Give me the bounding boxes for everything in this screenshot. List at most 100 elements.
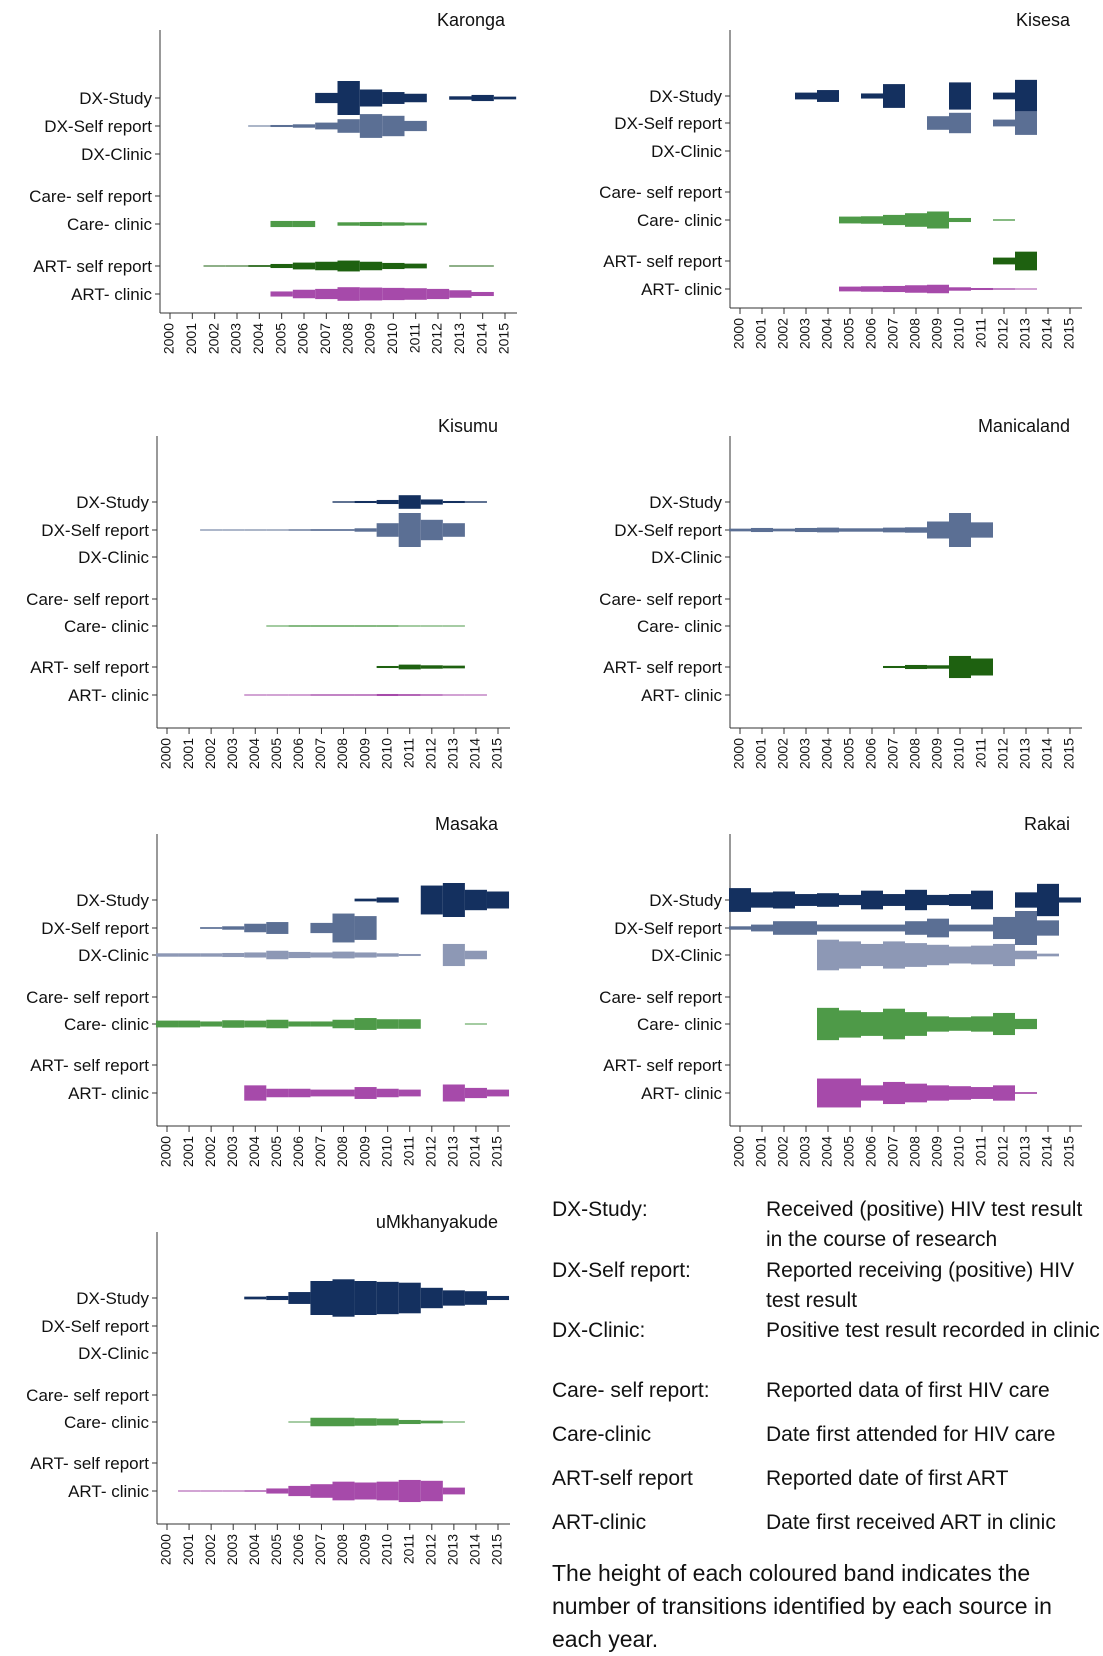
band-segment bbox=[971, 287, 993, 291]
band-segment bbox=[971, 890, 993, 910]
band-segment bbox=[270, 263, 293, 269]
y-tick-label: ART- self report bbox=[603, 658, 722, 677]
band-segment bbox=[905, 889, 927, 911]
band-segment bbox=[861, 93, 883, 99]
y-tick-label: DX-Self report bbox=[614, 521, 722, 540]
band-segment bbox=[905, 664, 927, 670]
y-tick-label: DX-Study bbox=[649, 87, 722, 106]
y-tick-label: DX-Self report bbox=[44, 117, 152, 136]
y-tick-label: DX-Self report bbox=[614, 919, 722, 938]
band-segment bbox=[839, 216, 861, 224]
band-segment bbox=[993, 943, 1015, 967]
band-segment bbox=[449, 265, 472, 267]
band-segment bbox=[905, 213, 927, 227]
band-segment bbox=[337, 81, 360, 115]
x-tick-label: 2004 bbox=[246, 1136, 262, 1167]
x-tick-label: 2012 bbox=[429, 323, 445, 354]
chart-title: Kisumu bbox=[438, 416, 498, 436]
y-tick-label: DX-Self report bbox=[41, 1317, 149, 1336]
x-tick-label: 2002 bbox=[202, 1136, 218, 1167]
band-segment bbox=[795, 92, 817, 100]
y-tick-label: ART- self report bbox=[603, 1056, 722, 1075]
x-tick-label: 2013 bbox=[1017, 738, 1033, 769]
band-segment bbox=[795, 894, 817, 906]
band-segment bbox=[398, 1089, 421, 1097]
band-segment bbox=[949, 655, 971, 679]
x-tick-label: 2006 bbox=[290, 1534, 306, 1565]
band-segment bbox=[442, 665, 465, 669]
band-segment bbox=[292, 124, 316, 128]
band-segment bbox=[178, 1490, 201, 1492]
band-segment bbox=[398, 1419, 421, 1425]
band-segment bbox=[1015, 1018, 1037, 1030]
band-segment bbox=[222, 926, 245, 930]
band-segment bbox=[773, 528, 795, 532]
x-tick-label: 2010 bbox=[951, 738, 967, 769]
band-segment bbox=[817, 893, 839, 907]
y-tick-label: Care- self report bbox=[26, 590, 149, 609]
x-tick-label: 2002 bbox=[775, 738, 791, 769]
legend-term: Care-clinic bbox=[552, 1423, 652, 1446]
band-segment bbox=[839, 924, 861, 932]
legend-term: DX-Self report: bbox=[552, 1259, 691, 1282]
legend-term: DX-Clinic: bbox=[552, 1319, 646, 1342]
band-segment bbox=[244, 923, 267, 933]
band-segment bbox=[332, 913, 355, 943]
x-tick-label: 2013 bbox=[445, 1534, 461, 1565]
x-tick-label: 2004 bbox=[246, 738, 262, 769]
band-segment bbox=[270, 291, 293, 297]
x-tick-label: 2001 bbox=[753, 1136, 769, 1167]
band-segment bbox=[420, 1420, 443, 1424]
chart-title: Karonga bbox=[437, 10, 506, 30]
chart-panel-karonga: Karonga 2000 2001 2002 2003 2004 2005 2006 2007 2… bbox=[29, 10, 517, 354]
band-segment bbox=[310, 922, 333, 934]
band-segment bbox=[949, 82, 971, 110]
band-segment bbox=[310, 1484, 333, 1498]
x-tick-label: 2009 bbox=[356, 738, 372, 769]
band-segment bbox=[315, 92, 338, 104]
band-segment bbox=[244, 1020, 267, 1028]
band-segment bbox=[905, 921, 927, 935]
band-segment bbox=[376, 1418, 399, 1426]
y-tick-label: DX-Clinic bbox=[78, 1344, 149, 1363]
x-tick-label: 2007 bbox=[885, 1136, 901, 1167]
y-tick-label: DX-Self report bbox=[614, 114, 722, 133]
band-segment bbox=[398, 1019, 421, 1029]
x-tick-label: 2011 bbox=[973, 318, 989, 348]
y-tick-label: ART- clinic bbox=[68, 1482, 149, 1501]
y-tick-label: DX-Study bbox=[76, 891, 149, 910]
band-segment bbox=[332, 1417, 355, 1427]
x-tick-label: 2010 bbox=[378, 738, 394, 769]
band-segment bbox=[971, 1016, 993, 1032]
y-tick-label: ART- self report bbox=[603, 252, 722, 271]
band-segment bbox=[376, 693, 399, 697]
x-tick-label: 2003 bbox=[224, 1136, 240, 1167]
band-segment bbox=[244, 1490, 267, 1492]
band-segment bbox=[376, 1088, 399, 1098]
legend-description: Date first attended for HIV care bbox=[766, 1423, 1056, 1446]
band-segment bbox=[376, 523, 399, 537]
y-tick-label: Care- clinic bbox=[637, 617, 723, 636]
y-tick-label: DX-Study bbox=[76, 493, 149, 512]
band-segment bbox=[993, 92, 1015, 100]
band-segment bbox=[266, 1088, 289, 1098]
x-tick-label: 2008 bbox=[334, 738, 350, 769]
y-tick-label: ART- self report bbox=[30, 1454, 149, 1473]
band-segment bbox=[471, 94, 494, 102]
band-segment bbox=[382, 115, 405, 137]
band-segment bbox=[376, 625, 399, 627]
band-segment bbox=[905, 1012, 927, 1036]
band-segment bbox=[420, 625, 443, 627]
y-tick-label: ART- self report bbox=[33, 257, 152, 276]
band-segment bbox=[464, 889, 487, 911]
x-tick-label: 2009 bbox=[929, 1136, 945, 1167]
band-segment bbox=[420, 519, 443, 541]
band-segment bbox=[949, 924, 971, 932]
band-segment bbox=[493, 96, 517, 100]
x-tick-label: 2012 bbox=[423, 1534, 439, 1565]
band-segment bbox=[751, 924, 773, 932]
x-tick-label: 2005 bbox=[272, 323, 288, 354]
band-segment bbox=[266, 1488, 289, 1494]
band-segment bbox=[354, 1281, 377, 1315]
chart-title: Masaka bbox=[435, 814, 499, 834]
